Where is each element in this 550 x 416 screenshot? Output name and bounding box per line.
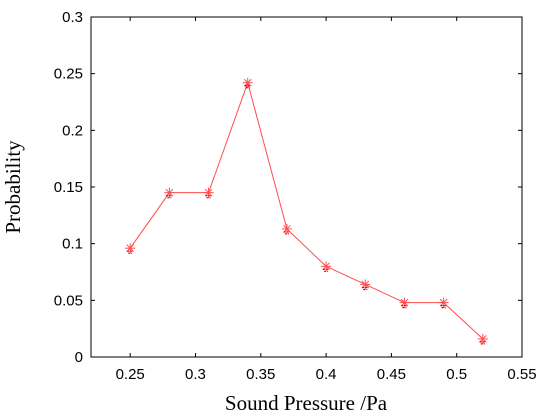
x-axis-title: Sound Pressure /Pa xyxy=(225,391,388,415)
x-tick-label: 0.35 xyxy=(246,366,275,383)
data-point xyxy=(399,297,410,309)
x-tick-label: 0.5 xyxy=(446,366,467,383)
data-point xyxy=(360,279,371,291)
data-point xyxy=(125,243,136,254)
x-tick-label: 0.3 xyxy=(185,366,206,383)
y-axis: 0 0.05 0.1 0.15 0.2 0.25 0.3 xyxy=(54,9,522,366)
data-point xyxy=(164,187,175,199)
data-point xyxy=(242,77,253,89)
data-point xyxy=(281,223,292,235)
series-line xyxy=(129,81,484,340)
y-axis-title: Probability xyxy=(1,140,25,234)
data-point xyxy=(321,261,332,272)
x-axis: 0.25 0.3 0.35 0.4 0.45 0.5 0.55 xyxy=(116,17,537,383)
x-tick-label: 0.45 xyxy=(377,366,406,383)
x-tick-label: 0.4 xyxy=(316,366,337,383)
data-point xyxy=(203,187,214,199)
plot-area-frame xyxy=(90,16,523,358)
series-layer xyxy=(125,77,488,345)
y-tick-label: 0.1 xyxy=(62,236,83,253)
y-tick-label: 0.2 xyxy=(62,122,83,139)
x-tick-label: 0.25 xyxy=(116,366,145,383)
y-tick-label: 0.3 xyxy=(62,9,83,26)
y-tick-label: 0.25 xyxy=(54,66,83,83)
y-tick-label: 0.15 xyxy=(54,179,83,196)
y-tick-label: 0 xyxy=(75,349,83,366)
data-point xyxy=(477,333,488,345)
y-tick-label: 0.05 xyxy=(54,292,83,309)
x-tick-label: 0.55 xyxy=(507,366,536,383)
data-point xyxy=(438,297,449,309)
